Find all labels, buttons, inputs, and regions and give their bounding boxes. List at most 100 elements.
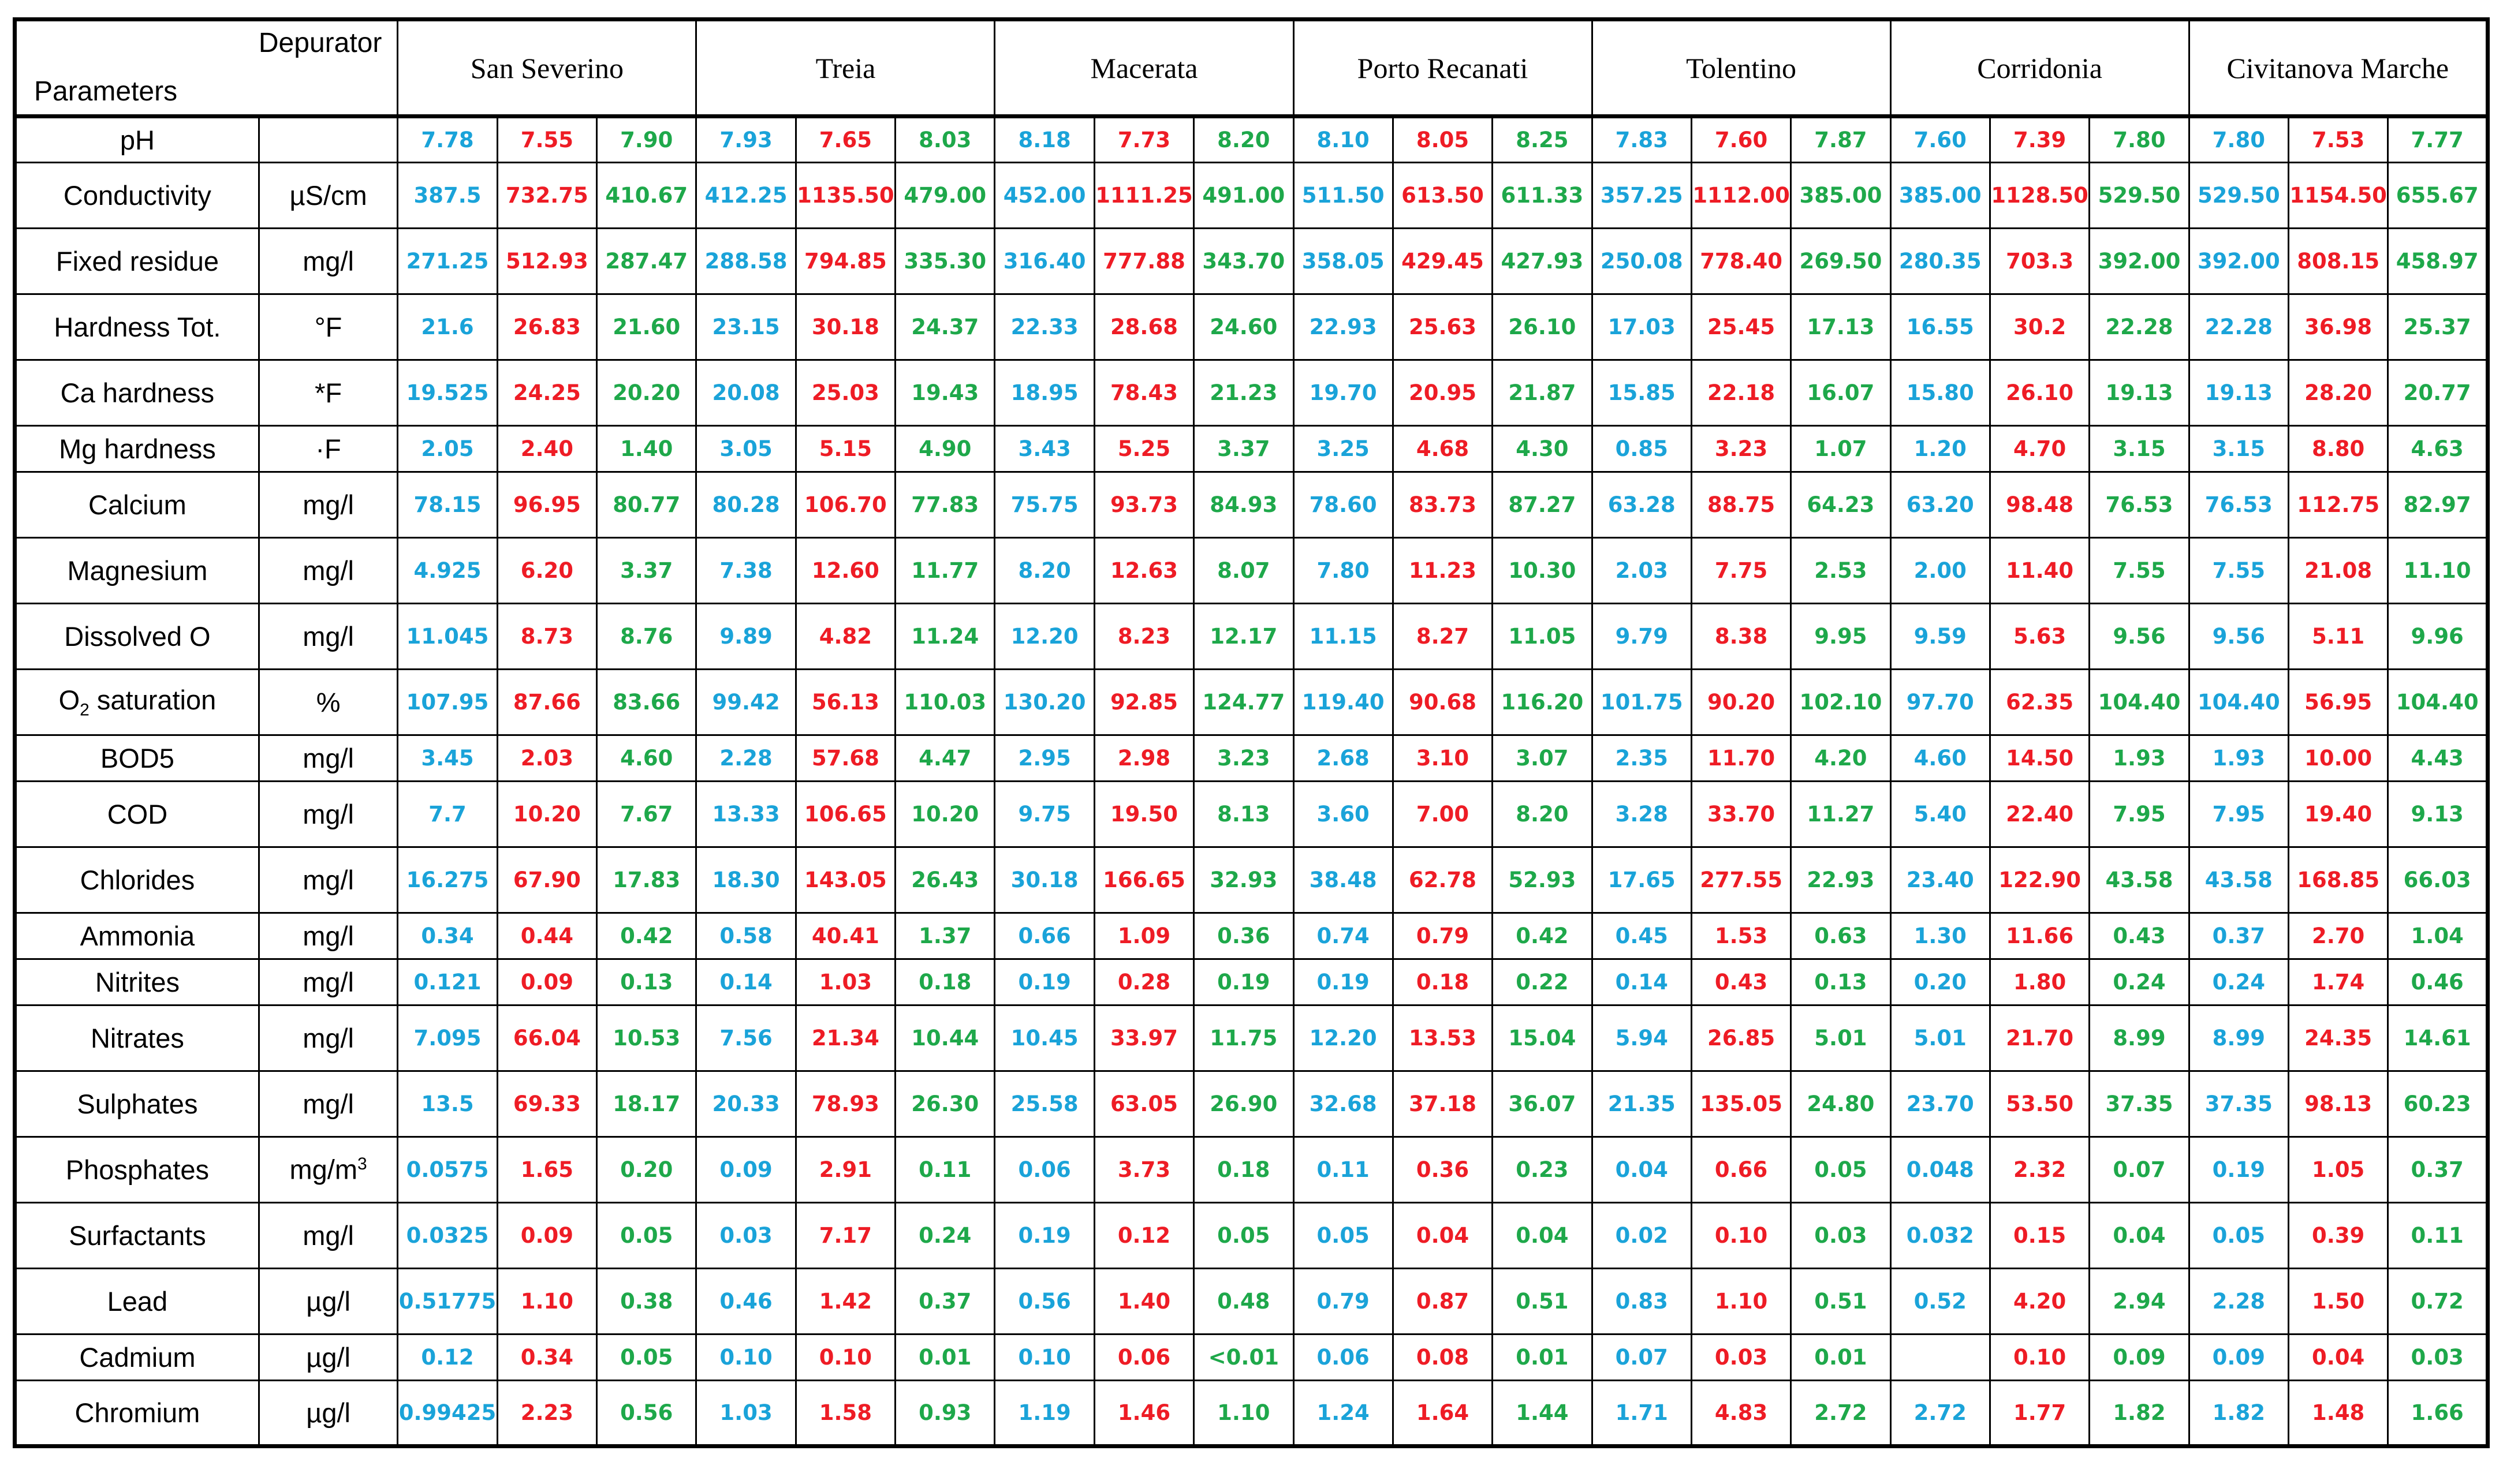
value-cell: 0.11 — [2387, 1202, 2489, 1269]
value-cell: 2.91 — [794, 1136, 897, 1203]
value-cell: 3.15 — [2088, 425, 2190, 473]
value-cell: 15.85 — [1591, 359, 1692, 427]
value-cell: 1.10 — [496, 1268, 598, 1335]
table-row: Lead µg/l 0.51775 1.10 0.38 0.46 1.42 0.37 0.56 1… — [14, 1268, 2489, 1335]
value-cell: 8.20 — [1193, 115, 1295, 163]
value-cell: 11.23 — [1392, 537, 1494, 604]
value-cell: 21.6 — [397, 293, 498, 361]
value-cell: 1.40 — [1093, 1268, 1195, 1335]
value-cell: 0.06 — [1292, 1333, 1394, 1381]
value-cell: 83.73 — [1392, 471, 1494, 539]
value-cell: 387.5 — [397, 162, 498, 229]
value-cell: 1.71 — [1591, 1380, 1692, 1447]
value-cell: 5.01 — [1790, 1004, 1892, 1072]
value-cell: 26.43 — [894, 846, 996, 914]
value-cell: 26.90 — [1193, 1070, 1295, 1138]
value-cell: 7.7 — [397, 780, 498, 848]
value-cell: 0.24 — [894, 1202, 996, 1269]
value-cell: 104.40 — [2188, 668, 2290, 736]
value-cell: 0.93 — [894, 1380, 996, 1447]
value-cell: 2.98 — [1093, 734, 1195, 782]
value-cell: 1154.50 — [2287, 162, 2389, 229]
value-cell: 7.17 — [794, 1202, 897, 1269]
value-cell: 4.83 — [1690, 1380, 1792, 1447]
value-cell: 0.37 — [894, 1268, 996, 1335]
value-cell: 13.5 — [397, 1070, 498, 1138]
value-cell: 7.95 — [2088, 780, 2190, 848]
value-cell: 9.96 — [2387, 603, 2489, 670]
value-cell: 99.42 — [695, 668, 797, 736]
value-cell: 28.68 — [1093, 293, 1195, 361]
value-cell: 25.58 — [994, 1070, 1095, 1138]
value-cell: 78.60 — [1292, 471, 1394, 539]
value-cell: 385.00 — [1889, 162, 1991, 229]
value-cell: 392.00 — [2188, 227, 2290, 295]
value-cell: 0.05 — [2188, 1202, 2290, 1269]
value-cell: 1.42 — [794, 1268, 897, 1335]
value-cell: 4.925 — [397, 537, 498, 604]
value-cell: 8.23 — [1093, 603, 1195, 670]
value-cell: 277.55 — [1690, 846, 1792, 914]
value-cell: 110.03 — [894, 668, 996, 736]
value-cell: 124.77 — [1193, 668, 1295, 736]
value-cell: 20.77 — [2387, 359, 2489, 427]
table-row: Fixed residue mg/l 271.25 512.93 287.47 288.5… — [14, 227, 2489, 295]
value-cell: 0.09 — [2188, 1333, 2290, 1381]
value-cell: 7.55 — [496, 115, 598, 163]
value-cell: 5.94 — [1591, 1004, 1692, 1072]
value-cell: 33.97 — [1093, 1004, 1195, 1072]
value-cell: 15.04 — [1491, 1004, 1593, 1072]
value-cell: 0.37 — [2387, 1136, 2489, 1203]
parameter-name: Chlorides — [14, 846, 260, 914]
value-cell: 11.15 — [1292, 603, 1394, 670]
value-cell: 21.70 — [1989, 1004, 2091, 1072]
value-cell: 0.44 — [496, 912, 598, 960]
value-cell: 7.60 — [1889, 115, 1991, 163]
value-cell: 1.93 — [2088, 734, 2190, 782]
parameter-name-text: O — [58, 684, 80, 715]
value-cell: 3.73 — [1093, 1136, 1195, 1203]
value-cell: 1.09 — [1093, 912, 1195, 960]
value-cell: 78.43 — [1093, 359, 1195, 427]
site-header: Treia — [695, 18, 996, 118]
value-cell: 0.0575 — [397, 1136, 498, 1203]
value-cell: 427.93 — [1491, 227, 1593, 295]
value-cell: 0.24 — [2088, 958, 2190, 1006]
value-cell: 0.04 — [1392, 1202, 1494, 1269]
value-cell: 90.20 — [1690, 668, 1792, 736]
value-cell: 611.33 — [1491, 162, 1593, 229]
value-cell: 37.35 — [2188, 1070, 2290, 1138]
value-cell: 12.63 — [1093, 537, 1195, 604]
table-row: Nitrates mg/l 7.095 66.04 10.53 7.56 21.34 10.4… — [14, 1004, 2489, 1072]
value-cell: 63.28 — [1591, 471, 1692, 539]
value-cell: 2.23 — [496, 1380, 598, 1447]
value-cell: 16.55 — [1889, 293, 1991, 361]
value-cell: 4.43 — [2387, 734, 2489, 782]
value-cell: 0.51 — [1491, 1268, 1593, 1335]
value-cell: 102.10 — [1790, 668, 1892, 736]
value-cell: 0.37 — [2188, 912, 2290, 960]
unit-cell: µg/l — [258, 1333, 399, 1381]
parameter-name: Ammonia — [14, 912, 260, 960]
value-cell: 22.93 — [1790, 846, 1892, 914]
value-cell: 491.00 — [1193, 162, 1295, 229]
value-cell: 1.24 — [1292, 1380, 1394, 1447]
value-cell: 25.03 — [794, 359, 897, 427]
parameter-name: pH — [14, 115, 260, 163]
table-row: Mg hardness ·F 2.05 2.40 1.40 3.05 5.15 4.90 3.4… — [14, 425, 2489, 473]
value-cell: 8.03 — [894, 115, 996, 163]
value-cell: 0.28 — [1093, 958, 1195, 1006]
table-row: Magnesium mg/l 4.925 6.20 3.37 7.38 12.60 11.77… — [14, 537, 2489, 604]
value-cell: 8.73 — [496, 603, 598, 670]
parameter-name: Nitrites — [14, 958, 260, 1006]
value-cell: 4.60 — [596, 734, 697, 782]
site-header: Corridonia — [1889, 18, 2190, 118]
value-cell: 0.14 — [695, 958, 797, 1006]
value-cell: 87.66 — [496, 668, 598, 736]
value-cell: 3.28 — [1591, 780, 1692, 848]
value-cell: 13.33 — [695, 780, 797, 848]
value-cell: 0.04 — [2088, 1202, 2190, 1269]
value-cell: 0.10 — [1690, 1202, 1792, 1269]
table-row: Cadmium µg/l 0.12 0.34 0.05 0.10 0.10 0.01 0.10 0… — [14, 1333, 2489, 1381]
value-cell: 7.55 — [2188, 537, 2290, 604]
